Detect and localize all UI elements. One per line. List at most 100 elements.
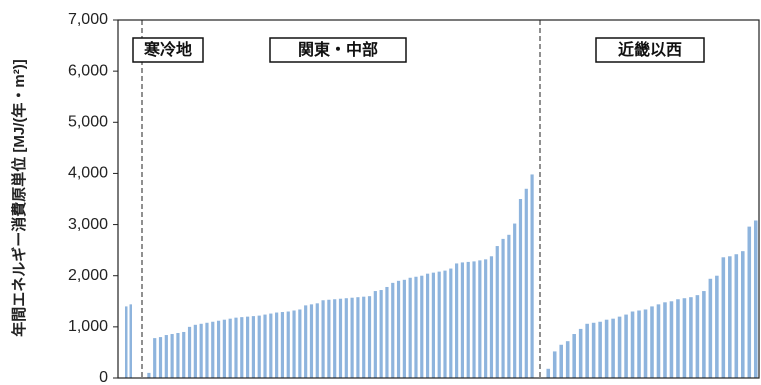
plot-border <box>117 19 760 379</box>
bar <box>591 322 596 378</box>
bar <box>298 309 302 378</box>
bar <box>484 259 488 378</box>
bar <box>379 290 383 378</box>
bar <box>689 297 693 378</box>
bar <box>263 314 267 378</box>
bar <box>495 246 499 378</box>
y-tick-label: 2,000 <box>68 267 108 284</box>
bar <box>402 279 406 378</box>
bar <box>176 332 180 378</box>
bar <box>578 328 583 378</box>
bar <box>193 324 197 378</box>
bar <box>187 326 192 378</box>
bar <box>385 286 389 378</box>
bar <box>676 299 680 378</box>
bar <box>228 318 232 378</box>
bar <box>350 297 354 378</box>
bar <box>518 199 523 378</box>
bar <box>205 322 209 378</box>
bar <box>420 275 424 378</box>
bar <box>741 251 745 378</box>
bar <box>682 298 687 378</box>
y-axis-ticks: 0 1,000 2,000 3,000 4,000 5,000 6,000 7,000 <box>68 11 118 385</box>
bar <box>524 188 528 378</box>
bar <box>501 238 505 378</box>
bar <box>734 254 739 378</box>
bar <box>125 306 128 378</box>
bar <box>507 234 511 378</box>
bar <box>630 311 635 378</box>
bar <box>315 303 319 378</box>
bar <box>721 257 726 378</box>
bar <box>164 335 168 378</box>
bar <box>565 341 570 378</box>
bar <box>170 334 174 378</box>
region-label: 近畿以西 <box>618 40 682 59</box>
bar <box>747 226 752 378</box>
region-label-box: 関東・中部 <box>269 37 407 63</box>
bar <box>449 268 453 378</box>
bar <box>611 318 615 378</box>
bar <box>292 310 296 378</box>
bar <box>396 280 401 378</box>
bar <box>604 319 609 378</box>
bar <box>240 317 244 378</box>
region-label: 寒冷地 <box>143 40 192 59</box>
bar <box>489 256 494 378</box>
bar <box>257 315 261 378</box>
bar <box>663 302 667 378</box>
bar <box>466 261 470 378</box>
bar <box>414 276 418 378</box>
bar <box>147 372 151 378</box>
bar <box>460 262 465 378</box>
region-label: 関東・中部 <box>298 40 378 59</box>
bar <box>513 223 517 378</box>
bar <box>286 311 290 378</box>
bar <box>572 334 576 378</box>
bar <box>327 299 331 378</box>
bar <box>708 278 713 378</box>
bar <box>650 306 654 378</box>
bar <box>425 273 430 378</box>
bar <box>222 319 226 378</box>
bar <box>443 270 447 378</box>
bar <box>656 304 661 378</box>
bar <box>234 317 238 378</box>
bar <box>333 299 337 378</box>
bar <box>437 271 441 378</box>
bar <box>753 220 758 378</box>
bar <box>158 337 163 378</box>
bar <box>702 291 706 378</box>
y-tick-label: 0 <box>99 369 108 385</box>
bar <box>373 291 377 378</box>
bar <box>585 323 589 378</box>
bar <box>309 304 314 378</box>
bar <box>530 174 534 378</box>
bar <box>304 305 308 378</box>
bar <box>211 321 215 378</box>
bar <box>199 323 203 378</box>
bar <box>552 351 557 378</box>
bar <box>182 331 186 378</box>
bar <box>391 282 395 378</box>
bar <box>637 310 641 378</box>
y-tick-label: 3,000 <box>68 216 108 233</box>
bar <box>715 275 719 378</box>
region-labels: 寒冷地 関東・中部 近畿以西 <box>132 37 705 63</box>
bar <box>472 261 476 378</box>
bar <box>431 272 435 378</box>
bar <box>216 320 221 378</box>
bar <box>129 304 132 378</box>
bar <box>617 316 622 378</box>
bar <box>338 298 343 378</box>
bar <box>153 338 157 378</box>
y-tick-label: 1,000 <box>68 318 108 335</box>
bar <box>546 368 551 378</box>
bar <box>246 316 250 378</box>
bar <box>559 344 563 378</box>
bar <box>624 314 628 378</box>
bar <box>280 312 285 378</box>
bar-series <box>125 174 758 378</box>
region-label-box: 近畿以西 <box>595 37 705 63</box>
bar <box>275 312 279 378</box>
